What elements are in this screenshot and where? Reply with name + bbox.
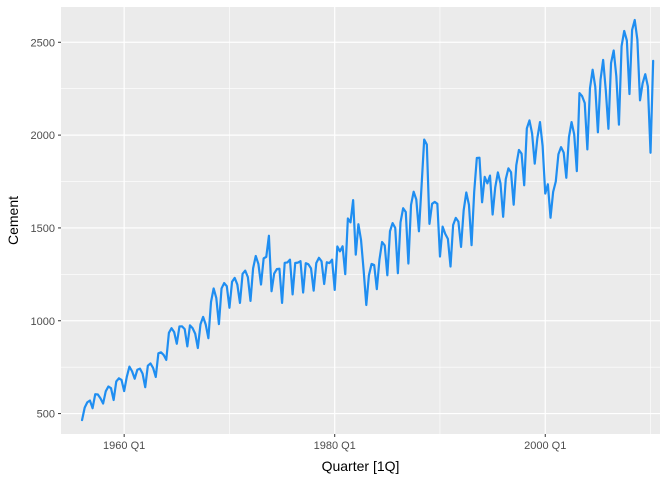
x-tick-label: 1980 Q1 xyxy=(314,440,356,452)
x-tick-label: 2000 Q1 xyxy=(524,440,566,452)
x-axis: 1960 Q1 1980 Q1 2000 Q1 xyxy=(103,434,566,452)
y-axis: 500 1000 1500 2000 2500 xyxy=(31,37,61,421)
major-gridlines xyxy=(61,7,660,434)
cement-series-line xyxy=(80,18,655,422)
minor-gridlines xyxy=(61,7,660,434)
y-tick-label: 1500 xyxy=(31,223,55,235)
y-axis-title: Cement xyxy=(5,196,21,245)
y-tick-label: 2500 xyxy=(31,37,55,49)
x-tick-label: 1960 Q1 xyxy=(103,440,145,452)
y-tick-label: 1000 xyxy=(31,316,55,328)
plot-panel xyxy=(61,7,660,434)
y-tick-label: 2000 xyxy=(31,130,55,142)
y-tick-label: 500 xyxy=(37,409,55,421)
x-axis-title: Quarter [1Q] xyxy=(322,458,400,474)
